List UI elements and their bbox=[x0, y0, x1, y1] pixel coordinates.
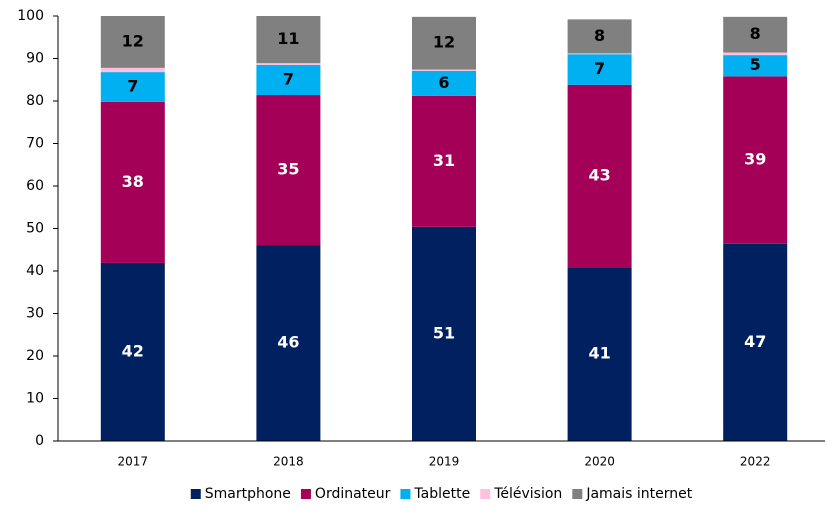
data-label: 41 bbox=[588, 344, 610, 363]
bar-segment bbox=[567, 53, 632, 55]
y-tick-label: 70 bbox=[26, 136, 44, 152]
y-tick-label: 100 bbox=[17, 8, 44, 24]
bar-segment bbox=[723, 55, 788, 77]
legend-label: Télévision bbox=[493, 486, 562, 502]
bar-segment bbox=[256, 64, 321, 96]
y-tick-label: 90 bbox=[26, 51, 44, 67]
y-tick-label: 40 bbox=[26, 263, 44, 279]
y-tick-label: 80 bbox=[26, 93, 44, 109]
data-label: 38 bbox=[122, 172, 144, 191]
y-tick-label: 20 bbox=[26, 348, 44, 364]
legend-swatch bbox=[300, 489, 311, 499]
legend-swatch bbox=[190, 489, 201, 499]
data-label: 46 bbox=[277, 333, 299, 352]
data-label: 7 bbox=[283, 69, 294, 88]
bar-segment bbox=[256, 95, 321, 246]
data-label: 42 bbox=[122, 341, 144, 360]
data-label: 35 bbox=[277, 160, 299, 179]
y-tick-label: 0 bbox=[35, 433, 44, 449]
bar-segment bbox=[100, 101, 165, 263]
bar-segment bbox=[567, 267, 632, 441]
bar-segment bbox=[100, 262, 165, 441]
bar-segment bbox=[723, 52, 788, 56]
bar-segment bbox=[412, 70, 476, 96]
bar-segment bbox=[567, 54, 632, 85]
data-label: 7 bbox=[127, 76, 138, 95]
bar-segment bbox=[723, 76, 788, 244]
bar-segment bbox=[412, 16, 476, 70]
y-tick-label: 10 bbox=[26, 391, 44, 407]
bar-segment bbox=[567, 19, 632, 54]
data-label: 12 bbox=[122, 31, 144, 50]
data-label: 6 bbox=[438, 73, 449, 92]
bar-segment bbox=[723, 243, 788, 441]
data-label: 8 bbox=[594, 26, 605, 45]
bar-segment bbox=[412, 95, 476, 227]
data-label: 51 bbox=[433, 323, 455, 342]
data-label: 8 bbox=[750, 24, 761, 43]
bar-segment bbox=[256, 63, 321, 65]
data-label: 39 bbox=[744, 150, 766, 169]
y-tick-label: 60 bbox=[26, 178, 44, 194]
x-tick-label: 2019 bbox=[429, 455, 460, 469]
bar-segment bbox=[100, 72, 165, 102]
x-tick-label: 2018 bbox=[273, 455, 304, 469]
bar-segment bbox=[100, 67, 165, 73]
bar-segment bbox=[100, 16, 165, 68]
legend-label: Jamais internet bbox=[585, 486, 692, 502]
bar-segment bbox=[256, 245, 321, 441]
data-label: 12 bbox=[433, 33, 455, 52]
data-label: 5 bbox=[750, 55, 761, 74]
data-label: 31 bbox=[433, 151, 455, 170]
legend-swatch bbox=[572, 489, 583, 499]
x-tick-label: 2017 bbox=[118, 455, 149, 469]
legend-label: Smartphone bbox=[205, 486, 291, 502]
bar-segment bbox=[256, 16, 321, 64]
legend-swatch bbox=[480, 489, 491, 499]
legend-label: Ordinateur bbox=[315, 486, 391, 502]
data-label: 43 bbox=[588, 166, 610, 185]
data-label: 7 bbox=[594, 59, 605, 78]
bar-segment bbox=[723, 16, 788, 53]
data-label: 11 bbox=[277, 29, 299, 48]
x-tick-label: 2022 bbox=[740, 455, 771, 469]
data-label: 47 bbox=[744, 332, 766, 351]
bar-segment bbox=[567, 84, 632, 268]
legend-label: Tablette bbox=[413, 486, 470, 502]
bar-segment bbox=[412, 226, 476, 441]
x-tick-label: 2020 bbox=[584, 455, 615, 469]
legend-swatch bbox=[400, 489, 411, 499]
bar-segment bbox=[412, 69, 476, 71]
y-tick-label: 50 bbox=[26, 221, 44, 237]
y-tick-label: 30 bbox=[26, 306, 44, 322]
